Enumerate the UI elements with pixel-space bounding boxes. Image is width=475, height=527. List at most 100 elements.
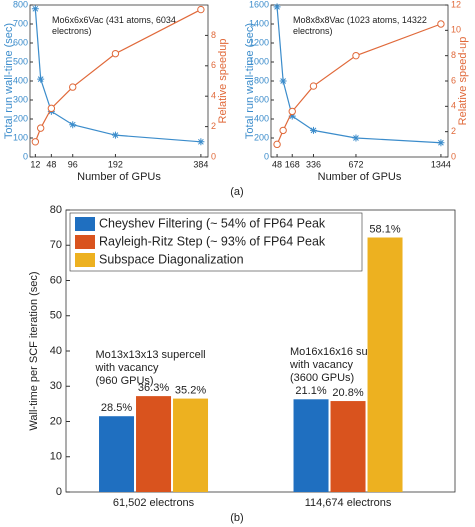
annotation: (960 GPUs) — [96, 375, 154, 387]
bar-annotation: 35.2% — [175, 384, 206, 396]
y-tick-label: 400 — [254, 113, 269, 123]
x-tick-label: 96 — [68, 159, 78, 169]
point-marker — [279, 77, 287, 85]
y2-axis-label: Relative speedup — [217, 38, 229, 123]
y-tick-label: 300 — [13, 94, 28, 104]
y2-tick-label: 2 — [451, 126, 456, 136]
series-line — [276, 6, 441, 144]
point-marker — [69, 83, 77, 91]
point-marker — [31, 5, 39, 13]
point-marker — [288, 112, 296, 120]
point-marker — [31, 138, 40, 146]
bar-annotation: 58.1% — [369, 223, 400, 235]
y-tick-label: 0 — [56, 486, 62, 498]
x-tick-label: 672 — [348, 159, 363, 169]
bar-annotation: 20.8% — [332, 387, 363, 399]
bar — [330, 401, 366, 492]
x-axis-label: Number of GPUs — [318, 171, 402, 183]
bar — [367, 237, 403, 492]
y2-tick-label: 10 — [451, 25, 461, 35]
y-tick-label: 40 — [50, 345, 62, 357]
y-tick-label: 200 — [254, 132, 269, 142]
annotation: with vacancy — [95, 362, 159, 374]
point-marker — [309, 126, 317, 134]
y-tick-label: 20 — [50, 415, 62, 427]
annotation: Mo13x13x13 supercell — [96, 349, 206, 361]
x-tick-label: 192 — [108, 159, 123, 169]
y2-tick-label: 0 — [211, 151, 216, 161]
legend-label: Rayleigh-Ritz Step (~ 93% of FP64 Peak — [99, 234, 326, 248]
y-tick-label: 100 — [13, 132, 28, 142]
bar-annotation: 28.5% — [101, 402, 132, 414]
y-tick-label: 800 — [13, 0, 28, 9]
point-marker — [111, 49, 120, 58]
y2-tick-label: 0 — [451, 151, 456, 161]
x-tick-label: 336 — [306, 159, 321, 169]
y-tick-label: 800 — [254, 75, 269, 85]
y2-tick-label: 2 — [211, 121, 216, 131]
y-tick-label: 70 — [50, 239, 62, 251]
legend-box — [69, 212, 363, 272]
y2-tick-label: 6 — [211, 60, 216, 70]
point-marker — [437, 20, 445, 28]
y-tick-label: 500 — [13, 56, 28, 66]
point-marker — [309, 82, 318, 90]
point-marker — [197, 5, 205, 14]
bar-annotation: 21.1% — [295, 385, 326, 397]
point-marker — [288, 107, 296, 116]
legend-label: Cheyshev Filtering (~ 54% of FP64 Peak — [99, 216, 326, 230]
y-tick-label: 400 — [13, 75, 28, 85]
y-axis-label: Total run wall-time (sec) — [3, 23, 15, 139]
y-tick-label: 80 — [50, 204, 62, 216]
y-tick-label: 600 — [254, 94, 269, 104]
bar — [293, 399, 329, 492]
y-tick-label: 50 — [50, 310, 62, 322]
annotation: (3600 GPUs) — [290, 372, 354, 384]
chart-title: Mo8x8x8Vac (1023 atoms, 14322 electrons) — [293, 15, 429, 36]
y-tick-label: 10 — [50, 451, 62, 463]
y-tick-label: 200 — [13, 113, 28, 123]
point-marker — [197, 138, 205, 146]
bar — [173, 398, 209, 492]
x-tick-label: 12 — [30, 159, 40, 169]
x-tick-label: 61,502 electrons — [113, 497, 195, 509]
legend-swatch — [75, 253, 95, 267]
x-tick-label: 114,674 electrons — [305, 497, 392, 509]
series-line — [34, 8, 201, 143]
point-marker — [273, 140, 281, 149]
y-tick-label: 60 — [50, 274, 62, 286]
y-tick-label: 600 — [13, 37, 28, 47]
y2-tick-label: 12 — [451, 0, 461, 9]
y-tick-label: 0 — [23, 151, 28, 161]
y-tick-label: 1000 — [249, 56, 269, 66]
legend-label: Subspace Diagonalization — [99, 252, 244, 266]
y2-tick-label: 8 — [451, 50, 456, 60]
y-tick-label: 0 — [264, 151, 269, 161]
y2-tick-label: 4 — [211, 91, 216, 101]
bar — [136, 396, 172, 492]
x-tick-label: 1344 — [431, 159, 451, 169]
panel-label: (a) — [230, 186, 243, 198]
y2-tick-label: 4 — [451, 101, 456, 111]
point-marker — [111, 131, 119, 139]
annotation: with vacancy — [289, 359, 353, 371]
point-marker — [37, 75, 45, 83]
point-marker — [352, 51, 360, 60]
point-marker — [437, 139, 445, 147]
y-tick-label: 1600 — [249, 0, 269, 9]
y-tick-label: 700 — [13, 18, 28, 28]
bar-annotation: 36.3% — [138, 382, 169, 394]
point-marker — [279, 126, 287, 135]
y2-axis-label: Relative speed-up — [457, 37, 469, 126]
x-tick-label: 168 — [285, 159, 300, 169]
y2-tick-label: 8 — [211, 30, 216, 40]
point-marker — [47, 104, 56, 113]
y-tick-label: 1400 — [249, 18, 269, 28]
bar — [99, 416, 135, 492]
point-marker — [273, 3, 281, 11]
y-tick-label: 1200 — [249, 37, 269, 47]
legend-swatch — [75, 235, 95, 249]
chart-title: Mo6x6x6Vac (431 atoms, 6034 electrons) — [52, 15, 178, 36]
x-tick-label: 48 — [272, 159, 282, 169]
